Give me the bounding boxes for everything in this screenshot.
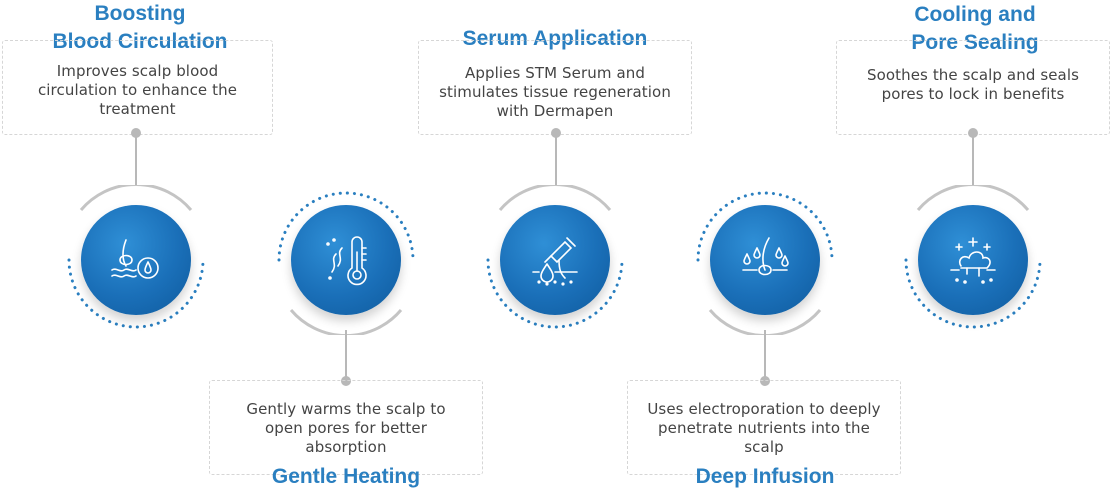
step-3-description-box: Applies STM Serum and stimulates tissue … bbox=[418, 40, 692, 135]
step-4-connector bbox=[764, 330, 766, 380]
thermometer-heat-icon bbox=[326, 236, 367, 286]
step-4-circle bbox=[690, 185, 840, 335]
step-3-connector bbox=[555, 135, 557, 185]
step-3-connector-dot bbox=[551, 128, 561, 138]
step-5-connector bbox=[972, 135, 974, 185]
dropper-serum-icon bbox=[532, 237, 578, 286]
step-5-description-box: Soothes the scalp and seals pores to loc… bbox=[836, 40, 1110, 135]
step-1-description: Improves scalp blood circulation to enha… bbox=[37, 62, 238, 118]
step-1-connector-dot bbox=[131, 128, 141, 138]
step-2-connector bbox=[345, 330, 347, 380]
step-5-circle bbox=[898, 185, 1048, 335]
step-4-title: Deep Infusion bbox=[695, 465, 835, 488]
cooling-sparkle-icon bbox=[950, 237, 996, 284]
step-1-description-box: Improves scalp blood circulation to enha… bbox=[2, 40, 273, 135]
step-3-circle bbox=[480, 185, 630, 335]
step-2-description-box: Gently warms the scalp to open pores for… bbox=[209, 380, 483, 475]
step-4-description-box: Uses electroporation to deeply penetrate… bbox=[627, 380, 901, 475]
step-3-description: Applies STM Serum and stimulates tissue … bbox=[439, 64, 671, 120]
step-4-description: Uses electroporation to deeply penetrate… bbox=[647, 400, 881, 456]
hair-infusion-drops-icon bbox=[742, 237, 789, 276]
step-1-title: Boosting Blood Circulation bbox=[52, 2, 228, 53]
step-2-connector-dot bbox=[341, 376, 351, 386]
step-1-connector bbox=[135, 135, 137, 185]
step-2-title: Gentle Heating bbox=[271, 465, 421, 488]
step-3-title: Serum Application bbox=[462, 27, 648, 50]
hair-follicle-drop-icon bbox=[111, 239, 159, 279]
step-5-title: Cooling and Pore Sealing bbox=[911, 3, 1039, 54]
step-2-circle bbox=[271, 185, 421, 335]
step-5-description: Soothes the scalp and seals pores to loc… bbox=[866, 66, 1080, 103]
step-5-connector-dot bbox=[968, 128, 978, 138]
step-1-circle bbox=[61, 185, 211, 335]
step-2-description: Gently warms the scalp to open pores for… bbox=[246, 400, 446, 456]
step-4-connector-dot bbox=[760, 376, 770, 386]
